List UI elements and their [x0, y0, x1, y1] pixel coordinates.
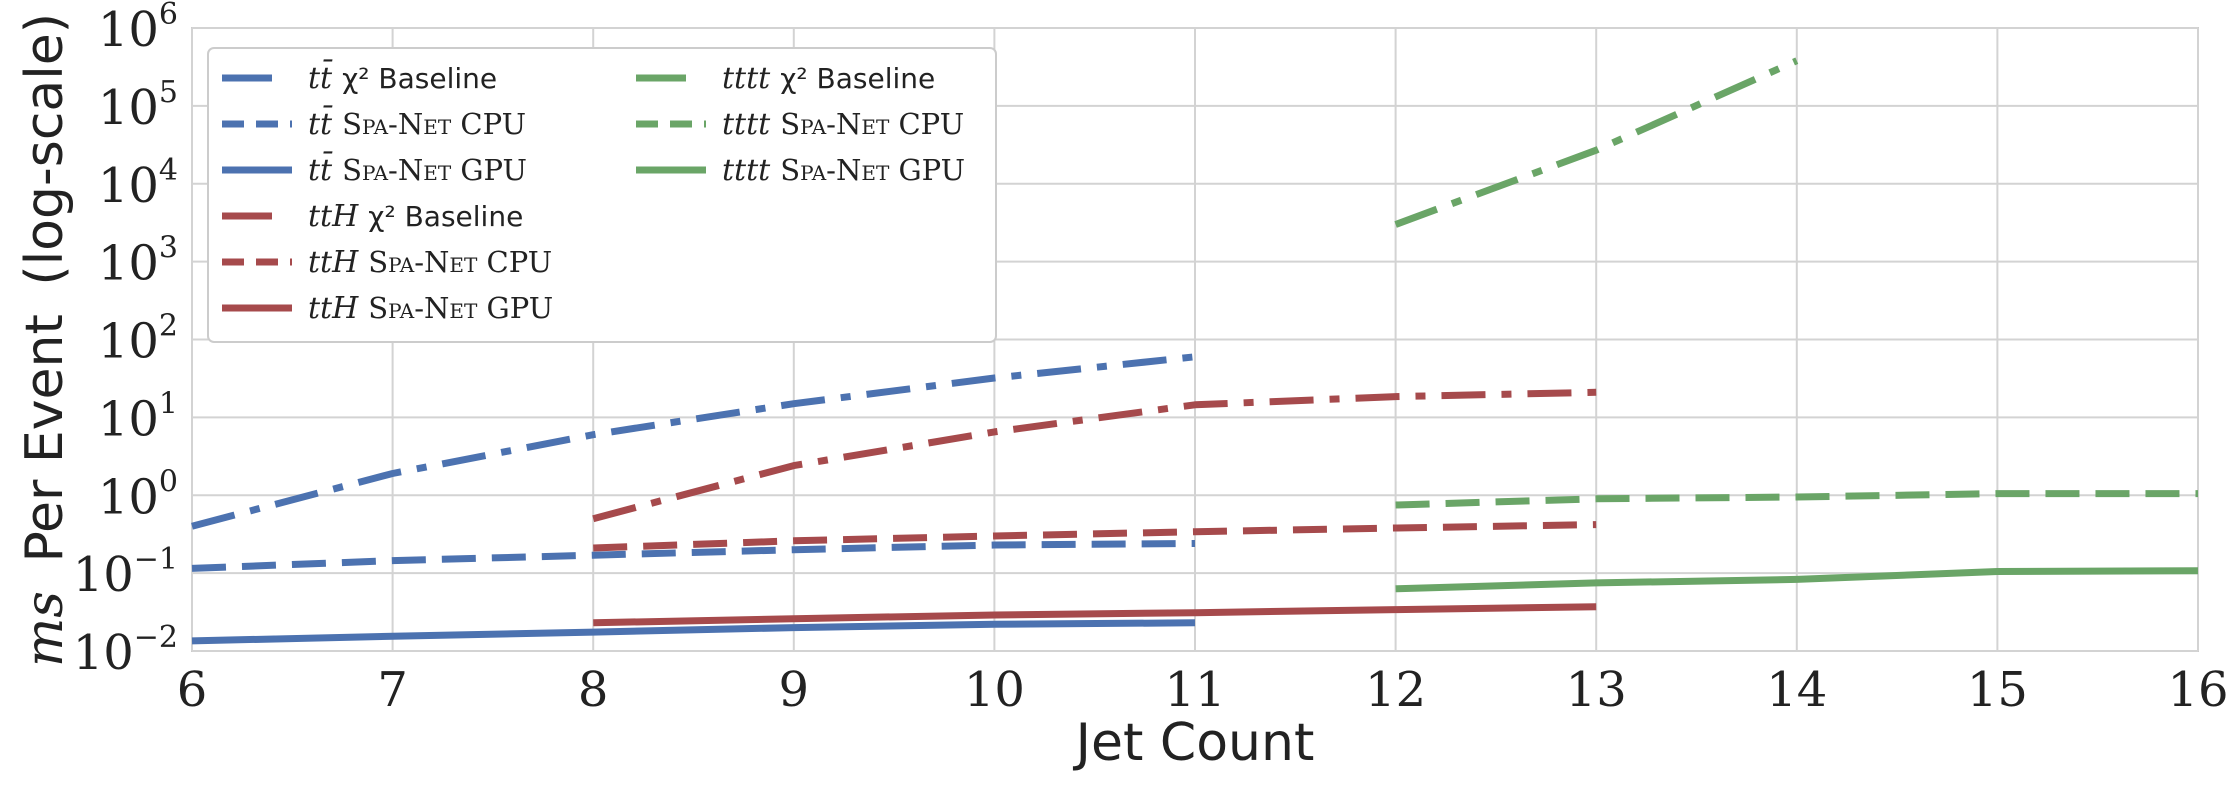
series-layer	[191, 57, 2199, 645]
y-tick-label: 100	[98, 464, 178, 525]
legend-method: Spa-Net CPU	[342, 107, 526, 141]
legend-method: Spa-Net GPU	[780, 153, 965, 187]
legend-label: tttt χ² Baseline	[722, 61, 935, 96]
legend-process: tt̄	[308, 58, 333, 96]
series-line	[593, 603, 1597, 627]
legend-label: tttt Spa-Net GPU	[722, 153, 965, 188]
x-tick-label: 7	[377, 662, 408, 718]
series-line	[191, 619, 1196, 645]
y-tick-exponent: −2	[134, 620, 178, 655]
legend-process: ttH	[308, 291, 359, 326]
y-tick-exponent: 2	[159, 309, 178, 344]
legend-process: tttt	[722, 61, 771, 96]
x-tick-label: 16	[2167, 662, 2228, 718]
legend-label: ttH Spa-Net CPU	[308, 245, 552, 280]
legend-label: tt̄ Spa-Net CPU	[308, 104, 526, 142]
series-line	[1395, 490, 2198, 509]
y-tick-base: 10	[98, 2, 159, 58]
y-tick-label: 103	[98, 231, 178, 292]
legend-process: ttH	[308, 245, 359, 280]
y-tick-exponent: 0	[159, 464, 178, 499]
y-tick-label: 101	[98, 386, 178, 447]
legend-label: ttH χ² Baseline	[308, 199, 523, 234]
legend-method: Spa-Net CPU	[368, 245, 552, 279]
legend-box	[207, 47, 997, 343]
y-tick-base: 10	[98, 314, 159, 370]
legend-label: ttH Spa-Net GPU	[308, 291, 553, 326]
series-line	[593, 521, 1597, 552]
svg-text:ms Per Event (: ms Per Event (log-scale)	[15, 13, 75, 667]
y-tick-exponent: 1	[159, 386, 178, 421]
series-line	[191, 353, 1196, 530]
y-tick-exponent: 3	[159, 231, 178, 266]
x-tick-label: 11	[1164, 662, 1225, 718]
x-tick-labels: 6 7 8 9 10 11 12 13 14 15 16	[177, 662, 2229, 718]
legend-method: Spa-Net GPU	[342, 153, 527, 187]
legend-method: χ² Baseline	[368, 200, 523, 233]
y-axis-title-math: ms	[15, 591, 75, 667]
y-tick-exponent: 6	[159, 0, 178, 32]
y-tick-exponent: 4	[159, 153, 178, 188]
y-tick-base: 10	[98, 80, 159, 136]
y-tick-exponent: −1	[134, 542, 178, 577]
x-tick-label: 6	[177, 662, 208, 718]
legend-process: ttH	[308, 199, 359, 234]
legend-label: tt̄ χ² Baseline	[308, 58, 497, 96]
x-tick-label: 8	[578, 662, 609, 718]
x-axis-title: Jet Count	[1073, 713, 1315, 773]
series-line	[1395, 567, 2199, 593]
y-tick-base: 10	[73, 547, 134, 603]
legend-process: tttt	[722, 153, 771, 188]
legend-method: Spa-Net CPU	[780, 107, 964, 141]
y-tick-label: 10−2	[73, 620, 178, 681]
y-tick-base: 10	[98, 158, 159, 214]
y-axis-title-text: Per Event	[15, 314, 75, 562]
x-tick-label: 14	[1766, 662, 1827, 718]
x-tick-label: 15	[1967, 662, 2028, 718]
y-tick-base: 10	[98, 236, 159, 292]
grid-layer	[191, 27, 2199, 652]
y-axis-title: ms Per Event (log-scale)	[15, 13, 75, 667]
y-tick-label: 106	[98, 0, 178, 58]
y-tick-base: 10	[73, 625, 134, 681]
x-tick-label: 9	[779, 662, 810, 718]
legend-process: tt̄	[308, 104, 333, 142]
y-tick-label: 104	[98, 153, 178, 214]
y-tick-label: 105	[98, 75, 178, 136]
legend-process: tt̄	[308, 150, 333, 188]
series-line	[1394, 57, 1799, 228]
legend-process: tttt	[722, 107, 771, 142]
legend: tt̄ χ² Baseline tt̄ Spa-Net CPU tt̄ Spa-Net G…	[207, 47, 997, 343]
legend-label: tt̄ Spa-Net GPU	[308, 150, 527, 188]
legend-label: tttt Spa-Net CPU	[722, 107, 964, 142]
series-line	[592, 388, 1597, 523]
x-tick-label: 12	[1365, 662, 1426, 718]
legend-method: χ² Baseline	[342, 62, 497, 95]
y-tick-exponent: 5	[159, 75, 178, 110]
legend-method: χ² Baseline	[780, 62, 935, 95]
series-line	[191, 540, 1196, 572]
x-tick-label: 13	[1566, 662, 1627, 718]
y-tick-base: 10	[98, 391, 159, 447]
y-tick-base: 10	[98, 469, 159, 525]
legend-method: Spa-Net GPU	[368, 291, 553, 325]
y-axis-title-suffix: (log-scale)	[15, 13, 75, 286]
y-tick-label: 102	[98, 309, 178, 370]
y-tick-label: 10−1	[73, 542, 178, 603]
x-tick-label: 10	[964, 662, 1025, 718]
